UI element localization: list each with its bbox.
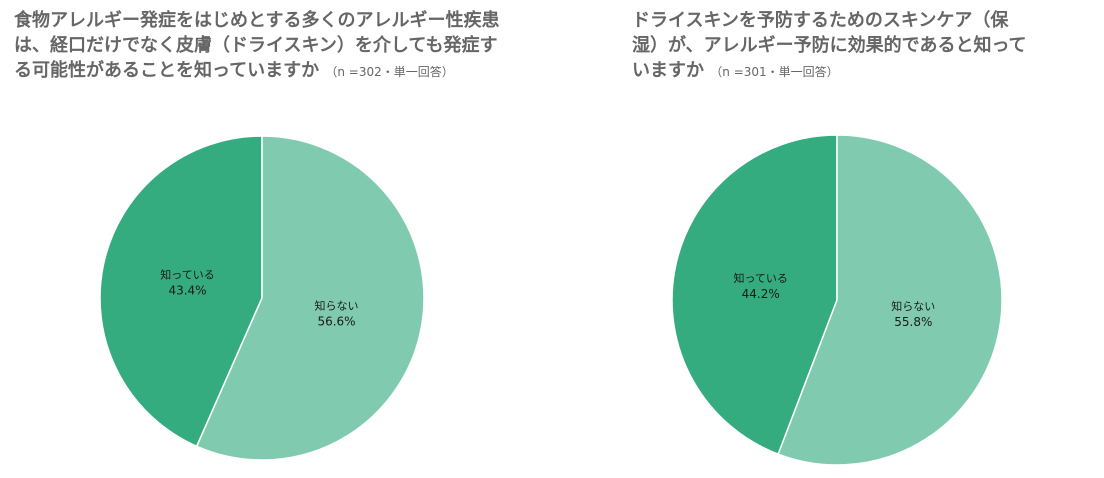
slice-label: 知っている <box>733 271 787 285</box>
chart-panel-allergy-via-skin: 食物アレルギー発症をはじめとする多くのアレルギー性疾患 は、経口だけでなく皮膚（… <box>14 8 499 461</box>
pie-slice <box>195 135 425 461</box>
question-line-text: る可能性があることを知っていますか <box>14 60 320 81</box>
slice-percent-label: 43.4% <box>168 283 206 297</box>
question-line: は、経口だけでなく皮膚（ドライスキン）を介しても発症す <box>14 35 498 56</box>
slice-percent-label: 56.6% <box>317 315 355 329</box>
slice-label: 知っている <box>160 267 214 281</box>
question-line: いますか （n =301・単一回答） <box>632 58 1027 85</box>
sample-size-note: （n =302・単一回答） <box>325 65 454 79</box>
question-title: 食物アレルギー発症をはじめとする多くのアレルギー性疾患 は、経口だけでなく皮膚（… <box>14 8 499 85</box>
pie-slice <box>99 135 263 448</box>
pie-slice <box>671 134 838 456</box>
question-line: ドライスキンを予防するためのスキンケア（保 <box>632 10 1009 31</box>
question-line: る可能性があることを知っていますか （n =302・単一回答） <box>14 58 499 85</box>
question-title: ドライスキンを予防するためのスキンケア（保 湿）が、アレルギー予防に効果的である… <box>632 8 1027 85</box>
pie-chart: 知っている 43.4% 知らない 56.6% <box>99 135 425 461</box>
slice-percent-label: 44.2% <box>742 287 780 301</box>
chart-panel-moisturizing-prevention: ドライスキンを予防するためのスキンケア（保 湿）が、アレルギー予防に効果的である… <box>552 0 1104 478</box>
question-line-text: いますか <box>632 60 704 81</box>
sample-size-note: （n =301・単一回答） <box>710 65 839 79</box>
pie-chart: 知っている 44.2% 知らない 55.8% <box>671 134 1003 466</box>
slice-label: 知らない <box>315 299 359 313</box>
slice-percent-label: 55.8% <box>894 315 932 329</box>
question-line: 湿）が、アレルギー予防に効果的であると知って <box>632 35 1027 56</box>
question-line: 食物アレルギー発症をはじめとする多くのアレルギー性疾患 <box>14 10 500 31</box>
slice-label: 知らない <box>891 299 935 313</box>
pie-slice <box>777 134 1003 466</box>
